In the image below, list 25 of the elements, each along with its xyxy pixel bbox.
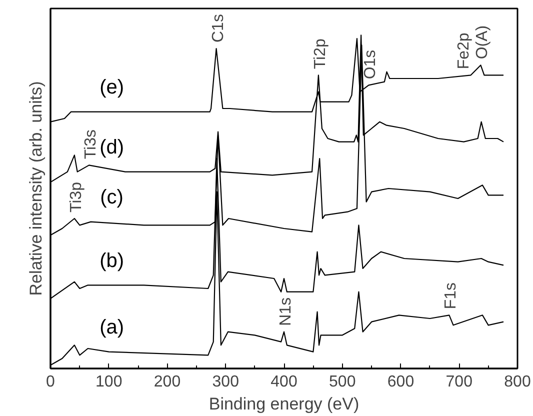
series-label: (b): [100, 250, 124, 272]
annotation: Ti3s: [82, 130, 100, 160]
annotation: O1s: [362, 50, 380, 80]
series-label: (c): [100, 186, 124, 208]
annotation: F1s: [442, 282, 460, 310]
annotation: C1s: [210, 14, 227, 42]
x-tick-label: 0: [46, 374, 56, 390]
x-tick-label: 200: [154, 374, 181, 390]
x-tick-label: 800: [504, 374, 531, 390]
x-tick-label: 600: [387, 374, 414, 390]
series-label: (d): [100, 136, 124, 158]
x-tick-label: 500: [329, 374, 356, 390]
series-label: (e): [100, 76, 124, 98]
annotation: Ti3p: [68, 182, 85, 212]
x-tick-label: 700: [446, 374, 473, 390]
x-tick-label: 400: [270, 374, 298, 390]
annotation: N1s: [278, 297, 294, 326]
series-label: (a): [100, 316, 124, 338]
annotation: Ti2p: [312, 38, 329, 70]
y-axis-title: Relative intensity (arb. units): [26, 81, 46, 296]
annotation: Fe2p: [456, 32, 473, 70]
x-axis-title: Binding energy (eV): [208, 394, 360, 414]
x-tick-label: 100: [96, 374, 122, 390]
annotation: O(A): [474, 25, 492, 60]
x-tick-label: 300: [212, 374, 240, 390]
